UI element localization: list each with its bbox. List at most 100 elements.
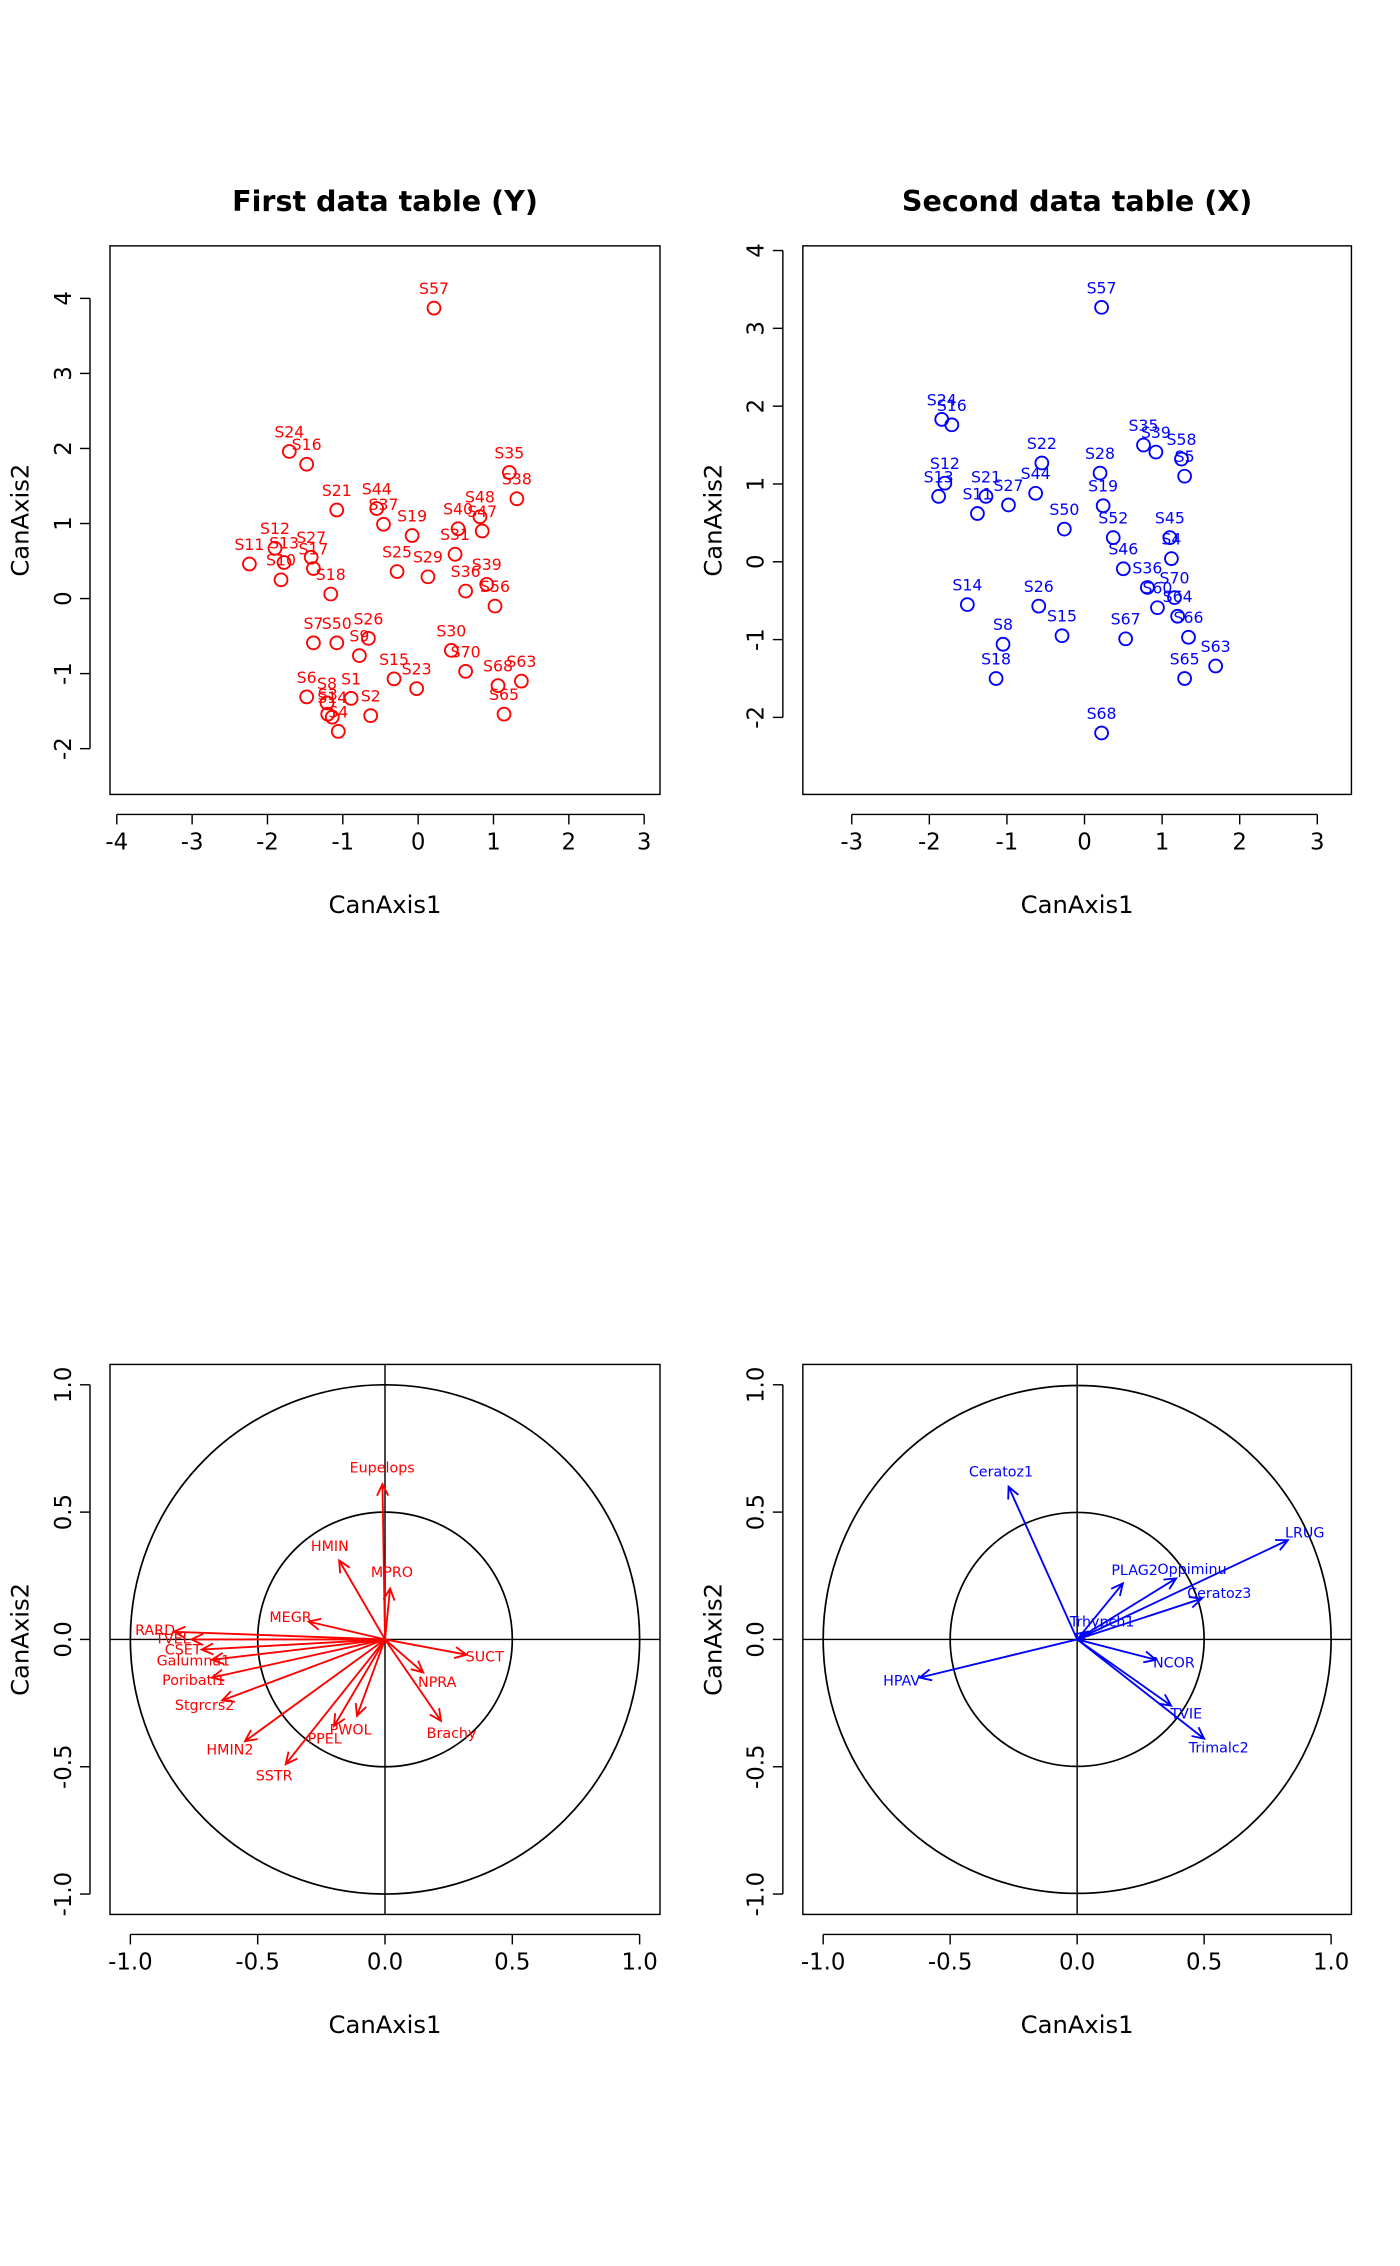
point-label: S13: [269, 533, 299, 552]
point-label: S25: [382, 542, 412, 561]
arrow: [384, 1638, 425, 1674]
point: [386, 671, 402, 687]
point: [474, 523, 490, 539]
point-label: S26: [353, 609, 383, 628]
y-tick-label: -2: [51, 737, 77, 760]
x-tick-label: -2: [256, 830, 279, 856]
x-tick-label: 2: [1232, 830, 1247, 856]
arrow-label: Oppiminu: [1157, 1562, 1226, 1578]
point: [276, 555, 292, 570]
x-tick-label: 0.0: [1059, 1950, 1095, 1976]
point: [1115, 561, 1131, 577]
arrow: [917, 1638, 1078, 1682]
point-label: S9: [349, 627, 369, 646]
point: [1177, 468, 1192, 484]
point-label: S38: [502, 470, 532, 489]
point: [487, 598, 503, 614]
point: [1162, 530, 1178, 546]
arrow: [354, 1639, 386, 1718]
point-label: S44: [362, 479, 392, 498]
arrow: [1076, 1581, 1125, 1641]
point-label: S11: [962, 484, 992, 503]
point-label: S56: [480, 577, 510, 596]
arrow: [384, 1638, 443, 1723]
point: [420, 569, 436, 585]
y-tick-label: 1.0: [51, 1367, 77, 1403]
y-tick-label: 0.0: [744, 1621, 770, 1657]
x-tick-label: -1: [331, 830, 354, 856]
plot-box: [109, 245, 661, 796]
arrow: [384, 1638, 469, 1659]
y-axis-label: CanAxis2: [5, 1583, 34, 1696]
point: [472, 509, 488, 525]
point-label: S36: [1132, 558, 1162, 577]
point-label: S27: [296, 528, 326, 547]
point: [501, 465, 517, 480]
point-label: S24: [927, 390, 957, 409]
arrow: [284, 1638, 386, 1766]
point: [988, 671, 1004, 686]
arrow-label: TVEL: [154, 1631, 190, 1647]
point-label: S23: [402, 660, 432, 679]
point-label: S21: [322, 481, 352, 500]
arrow: [1076, 1638, 1158, 1664]
y-tick-label: -1: [51, 662, 77, 685]
x-tick-label: 1.0: [621, 1950, 657, 1976]
point-label: S57: [1087, 278, 1117, 297]
arrow: [1076, 1638, 1206, 1741]
point: [959, 597, 975, 612]
point: [1054, 628, 1070, 644]
x-tick-label: -1.0: [801, 1950, 846, 1976]
y-axis-label: CanAxis2: [5, 464, 34, 577]
point-label: S68: [1087, 704, 1117, 723]
y-axis-label: CanAxis2: [698, 1583, 727, 1696]
x-tick-label: 0.0: [367, 1950, 403, 1976]
x-tick-label: 0: [1077, 830, 1092, 856]
arrow: [189, 1633, 385, 1646]
arrow-label: Poribatl1: [162, 1673, 225, 1689]
arrow-label: HMIN2: [206, 1743, 253, 1759]
point-label: S65: [1170, 649, 1200, 668]
point: [369, 501, 385, 516]
point-label: S63: [1201, 637, 1231, 656]
point-label: S14: [317, 688, 347, 707]
point-label: S6: [297, 668, 317, 687]
point-label: S19: [397, 506, 427, 525]
reference-circle: [129, 1383, 641, 1895]
x-tick-label: -3: [840, 830, 863, 856]
point: [496, 706, 512, 722]
point-label: S63: [506, 652, 536, 671]
point-label: S17: [298, 539, 328, 558]
arrow-label: NPRA: [418, 1675, 457, 1691]
y-tick-label: -2: [744, 706, 770, 729]
point-label: S50: [322, 614, 352, 633]
point-label: S67: [1111, 610, 1141, 629]
point-label: S40: [443, 500, 473, 519]
point: [978, 489, 994, 504]
point-label: S28: [1085, 444, 1115, 463]
point: [303, 549, 319, 565]
arrow-label: Trimalc2: [1188, 1740, 1249, 1756]
point: [1177, 671, 1192, 686]
x-tick-label: -0.5: [928, 1950, 973, 1976]
arrow-label: CSET: [165, 1642, 202, 1658]
arrow-label: MPRO: [371, 1565, 413, 1581]
point-label: S48: [465, 488, 495, 507]
point: [1174, 451, 1189, 467]
point: [363, 708, 379, 723]
point-label: S18: [316, 565, 346, 584]
x-tick-label: 1: [486, 830, 501, 856]
y-tick-label: 0.5: [51, 1494, 77, 1530]
point-label: S24: [274, 422, 304, 441]
point-label: S57: [419, 279, 449, 298]
point: [299, 689, 315, 705]
point: [1170, 608, 1185, 624]
point: [361, 630, 376, 646]
reference-circle: [822, 1384, 1332, 1895]
x-axis-label: CanAxis1: [1021, 890, 1134, 919]
y-tick-label: -1.0: [51, 1872, 77, 1917]
point: [443, 642, 459, 658]
point: [458, 583, 473, 599]
y-tick-label: -1: [744, 628, 770, 651]
